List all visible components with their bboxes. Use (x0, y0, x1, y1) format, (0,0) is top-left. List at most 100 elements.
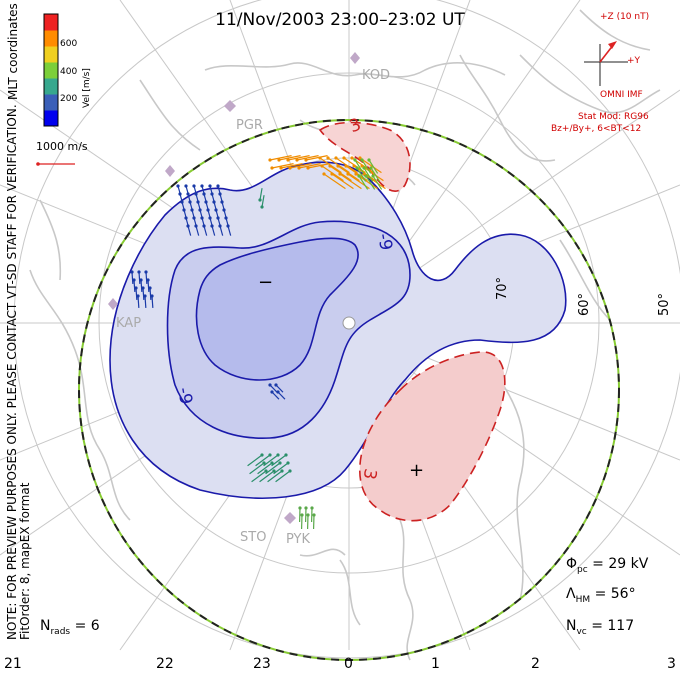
velocity-vector (145, 271, 148, 285)
velocity-vector (271, 391, 280, 400)
velocity-vector-origin (137, 270, 141, 274)
velocity-vector (203, 225, 208, 236)
velocity-vector-origin (310, 506, 314, 510)
velocity-vector-origin (178, 192, 182, 196)
mlt-hour-3: 3 (667, 656, 676, 672)
velocity-vector (269, 155, 292, 161)
velocity-vector-origin (295, 158, 299, 162)
velocity-vector (339, 173, 362, 190)
velocity-vector (147, 279, 150, 293)
velocity-vector-origin (218, 192, 222, 196)
velocity-vector-origin (352, 164, 356, 168)
velocity-vector-origin (204, 200, 208, 204)
velocity-vector-origin (130, 270, 134, 274)
velocity-vector-origin (141, 286, 145, 290)
velocity-vector (151, 295, 154, 309)
velocity-vector (265, 462, 281, 475)
coastlines (29, 9, 661, 661)
velocity-vector (138, 271, 141, 285)
velocity-vector-origin (288, 166, 292, 170)
velocity-vector (257, 462, 273, 475)
velocity-vector-origin (218, 224, 222, 228)
mlt-hour-1: 1 (431, 656, 440, 672)
lat-70: 70° (495, 276, 510, 300)
station-pyk: PYK (286, 532, 311, 547)
potential-max-marker: + (409, 460, 425, 481)
velocity-vector-origin (274, 383, 278, 387)
velocity-vector-origin (346, 172, 350, 176)
velocity-vector-origin (208, 216, 212, 220)
velocity-vector (269, 384, 278, 393)
velocity-vector (247, 454, 263, 467)
velocity-vector-origin (188, 200, 192, 204)
velocity-vector (289, 163, 312, 169)
velocity-vector-origin (190, 208, 194, 212)
velocity-vector-origin (194, 224, 198, 228)
lat-50: 50° (657, 292, 672, 316)
velocity-vector (259, 188, 263, 201)
velocity-vector (368, 159, 379, 174)
colorbar-tick-600: 600 (60, 39, 78, 49)
velocity-vector (359, 157, 382, 174)
velocity-vector-origin (318, 156, 322, 160)
velocity-vector-origin (144, 270, 148, 274)
velocity-vector-origin (268, 453, 272, 457)
velocity-vector-origin (184, 216, 188, 220)
colorbar-label: Vel [m/s] (82, 68, 92, 108)
velocity-vector-origin (357, 174, 361, 178)
velocity-vector-origin (360, 158, 364, 162)
velocity-vector-origin (200, 184, 204, 188)
velocity-vector (365, 175, 376, 190)
velocity-vector-origin (354, 172, 358, 176)
velocity-vector-origin (344, 164, 348, 168)
velocity-vector (211, 225, 216, 236)
velocity-vector-origin (260, 205, 264, 209)
velocity-vector (133, 279, 136, 293)
velocity-vector-origin (184, 184, 188, 188)
n-rads-stat: Nrads = 6 (40, 618, 100, 637)
mlt-hour-0: 0 (344, 656, 353, 672)
station-pgr: PGR (236, 118, 263, 133)
velocity-vector-origin (208, 184, 212, 188)
mlt-hour-2: 2 (531, 656, 540, 672)
velocity-vector (298, 163, 321, 169)
velocity-vector (280, 163, 303, 169)
velocity-vector-origin (304, 506, 308, 510)
velocity-vector-origin (306, 513, 310, 517)
velocity-vector (219, 225, 224, 236)
velocity-vector (263, 454, 279, 467)
velocity-vector-origin (136, 294, 140, 298)
velocity-vector-origin (212, 200, 216, 204)
velocity-vector (287, 155, 310, 161)
velocity-vector-origin (286, 158, 290, 162)
velocity-vector (370, 167, 381, 182)
velocity-vector (271, 163, 294, 169)
velocity-vector-origin (270, 390, 274, 394)
positive-cell-top (318, 121, 411, 192)
velocity-vector-origin (192, 184, 196, 188)
velocity-vector-origin (353, 158, 357, 162)
hm-boundary-stat: ΛHM = 56° (566, 586, 636, 605)
phi-pc-stat: Φpc = 29 kV (566, 556, 649, 575)
velocity-vector-origin (367, 158, 371, 162)
velocity-vector (131, 271, 134, 285)
velocity-vector-origin (298, 506, 302, 510)
lat-60: 60° (577, 292, 592, 316)
velocity-vector (144, 295, 147, 309)
velocity-vector (361, 165, 384, 182)
velocity-vector-origin (328, 164, 332, 168)
velocity-vector-origin (272, 469, 276, 473)
velocity-vector-origin (322, 172, 326, 176)
velocity-vector-origin (264, 469, 268, 473)
velocity-vector (361, 159, 372, 174)
velocity-vector-origin (277, 158, 281, 162)
velocity-vector-origin (280, 469, 284, 473)
velocity-vector-origin (320, 164, 324, 168)
mlt-hour-23: 23 (253, 656, 271, 672)
velocity-vector-origin (312, 513, 316, 517)
velocity-vector-origin (306, 166, 310, 170)
velocity-vector-origin (220, 200, 224, 204)
velocity-vector (261, 195, 265, 208)
velocity-vector (358, 175, 369, 190)
contour-label-neg-top: -9 (373, 231, 396, 253)
